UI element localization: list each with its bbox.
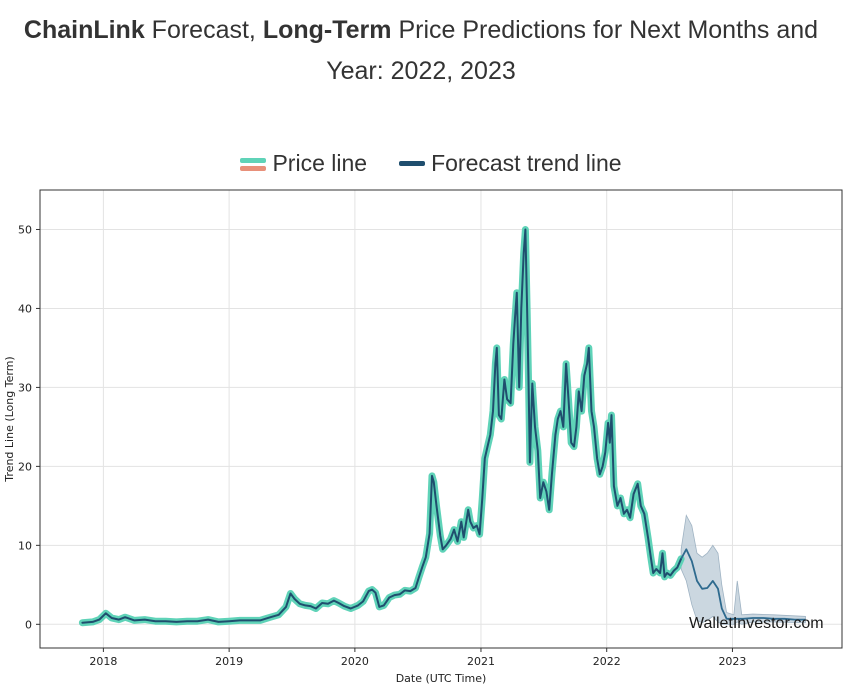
price-chart: 2018 2019 2020 2021 2022 2023 0 10 20 30 40 50 Date… <box>3 189 843 685</box>
y-tick-label: 0 <box>25 618 32 631</box>
x-axis-label: Date (UTC Time) <box>396 672 487 685</box>
price-line-layer <box>78 226 685 627</box>
price-line-core <box>81 228 683 624</box>
y-tick-label: 10 <box>18 539 32 552</box>
plot-frame <box>39 189 843 649</box>
forecast-line-swatch <box>399 161 426 166</box>
grid-layer <box>40 190 842 648</box>
y-tick-label: 40 <box>18 302 32 315</box>
y-tick-label: 30 <box>18 381 32 394</box>
walletinvestor-watermark: WalletInvestor.com <box>689 615 824 632</box>
x-tick-label: 2019 <box>215 655 243 668</box>
y-axis-label: Trend Line (Long Term) <box>3 356 16 482</box>
forecast-trend-line <box>680 548 806 621</box>
y-tick-label: 50 <box>18 223 32 236</box>
legend-label-forecast: Forecast trend line <box>431 150 622 176</box>
x-tick-label: 2022 <box>593 655 621 668</box>
forecast-line-layer <box>680 548 806 621</box>
title-part-rest: Price Predictions for Next Months and Ye… <box>326 16 819 85</box>
x-tick-label: 2021 <box>467 655 495 668</box>
legend-item-forecast: Forecast trend line <box>399 150 622 177</box>
page-title: ChainLink Forecast, Long-Term Price Pred… <box>0 10 842 92</box>
forecast-band-layer <box>680 514 806 625</box>
legend-label-price: Price line <box>272 150 368 176</box>
legend-item-price: Price line <box>240 150 367 177</box>
y-tick-label: 20 <box>18 460 32 473</box>
x-tick-label: 2023 <box>718 655 746 668</box>
price-line-swatch <box>240 156 267 172</box>
x-tick-label: 2020 <box>341 655 369 668</box>
x-tick-label: 2018 <box>89 655 117 668</box>
tick-layer: 2018 2019 2020 2021 2022 2023 0 10 20 30 40 50 <box>18 223 746 668</box>
forecast-confidence-band <box>680 514 806 625</box>
title-part-forecast: Forecast, <box>144 16 263 44</box>
title-bold-chainlink: ChainLink <box>23 16 145 44</box>
chart-legend: Price line Forecast trend line <box>0 150 862 177</box>
price-line-series <box>78 226 685 627</box>
title-bold-long-term: Long-Term <box>262 16 392 44</box>
